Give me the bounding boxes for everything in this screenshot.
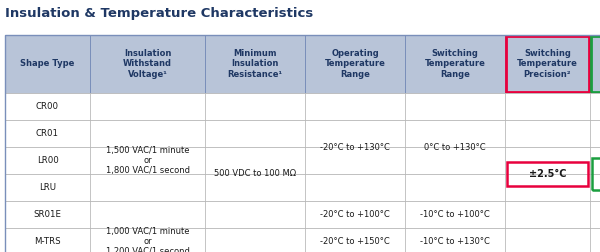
Bar: [205, 201, 305, 228]
Bar: [90, 35, 205, 93]
Text: Minimum
Insulation
Resistance¹: Minimum Insulation Resistance¹: [227, 49, 283, 79]
Bar: [5, 201, 90, 228]
Bar: [5, 228, 600, 252]
Bar: [5, 35, 600, 252]
Bar: [505, 147, 590, 174]
Bar: [305, 93, 405, 120]
Bar: [205, 35, 305, 93]
Bar: [305, 120, 405, 147]
Text: -20°C to +130°C: -20°C to +130°C: [320, 142, 390, 151]
Bar: [5, 147, 90, 174]
Bar: [590, 147, 600, 174]
Bar: [5, 201, 600, 228]
Bar: [505, 174, 590, 201]
Text: Switching
Temperature
Precision²: Switching Temperature Precision²: [517, 49, 578, 79]
Text: Operating
Temperature
Range: Operating Temperature Range: [325, 49, 385, 79]
Text: ±2.5°C: ±2.5°C: [529, 169, 566, 179]
Bar: [5, 228, 90, 252]
Bar: [405, 228, 505, 252]
Bar: [505, 93, 590, 120]
Text: -20°C to +100°C: -20°C to +100°C: [320, 210, 390, 219]
Bar: [5, 120, 600, 147]
Text: CR00: CR00: [36, 102, 59, 111]
Bar: [305, 228, 405, 252]
Bar: [507, 162, 588, 186]
Bar: [405, 35, 505, 93]
Bar: [405, 120, 505, 147]
Text: -10°C to +130°C: -10°C to +130°C: [420, 237, 490, 246]
Bar: [205, 147, 305, 174]
Text: 0°C to +130°C: 0°C to +130°C: [424, 142, 486, 151]
Bar: [305, 174, 405, 201]
Bar: [90, 201, 205, 228]
Bar: [590, 93, 600, 120]
Bar: [405, 201, 505, 228]
Bar: [405, 147, 505, 174]
Bar: [5, 174, 600, 201]
Bar: [505, 120, 590, 147]
Text: 1,000 VAC/1 minute
or
1,200 VAC/1 second: 1,000 VAC/1 minute or 1,200 VAC/1 second: [106, 227, 190, 252]
Bar: [90, 174, 205, 201]
Bar: [591, 36, 600, 92]
Bar: [590, 174, 600, 201]
Text: Shape Type: Shape Type: [20, 59, 74, 69]
Text: LR00: LR00: [37, 156, 58, 165]
Bar: [205, 93, 305, 120]
Bar: [205, 174, 305, 201]
Bar: [305, 147, 405, 174]
Bar: [505, 201, 590, 228]
Text: -10°C to +100°C: -10°C to +100°C: [420, 210, 490, 219]
Text: CR01: CR01: [36, 129, 59, 138]
Bar: [590, 228, 600, 252]
Bar: [592, 158, 600, 190]
Text: M-TRS: M-TRS: [34, 237, 61, 246]
Bar: [305, 35, 405, 93]
Bar: [5, 93, 90, 120]
Bar: [90, 228, 205, 252]
Bar: [5, 174, 90, 201]
Text: 500 VDC to 100 MΩ: 500 VDC to 100 MΩ: [214, 170, 296, 178]
Bar: [590, 35, 600, 93]
Bar: [5, 120, 90, 147]
Text: SR01E: SR01E: [34, 210, 62, 219]
Bar: [5, 93, 600, 120]
Bar: [5, 147, 600, 174]
Bar: [505, 35, 590, 93]
Bar: [405, 93, 505, 120]
Text: Insulation
Withstand
Voltage¹: Insulation Withstand Voltage¹: [123, 49, 172, 79]
Text: 1,500 VAC/1 minute
or
1,800 VAC/1 second: 1,500 VAC/1 minute or 1,800 VAC/1 second: [106, 146, 190, 175]
Text: -20°C to +150°C: -20°C to +150°C: [320, 237, 390, 246]
Bar: [205, 228, 305, 252]
Text: Insulation & Temperature Characteristics: Insulation & Temperature Characteristics: [5, 7, 313, 20]
Bar: [590, 201, 600, 228]
Bar: [505, 228, 590, 252]
Bar: [590, 120, 600, 147]
Text: LRU: LRU: [39, 183, 56, 192]
Text: Switching
Temperature
Range: Switching Temperature Range: [425, 49, 485, 79]
Bar: [405, 174, 505, 201]
Bar: [506, 36, 589, 92]
Bar: [305, 201, 405, 228]
Bar: [90, 120, 205, 147]
Bar: [90, 147, 205, 174]
Bar: [90, 93, 205, 120]
Bar: [205, 120, 305, 147]
Bar: [5, 35, 90, 93]
